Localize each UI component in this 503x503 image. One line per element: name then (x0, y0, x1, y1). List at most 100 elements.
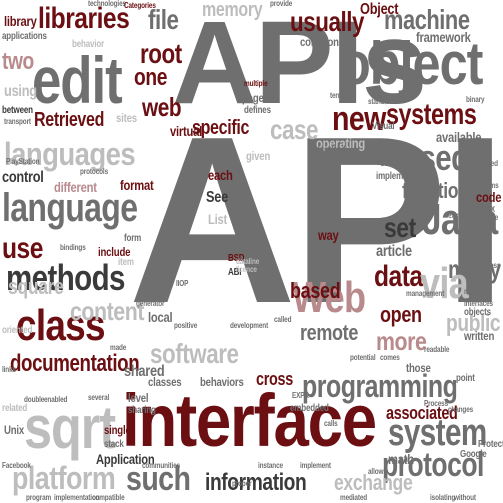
word-generator: generator (136, 299, 165, 308)
word-licence: licence (236, 265, 257, 274)
word-defines: defines (244, 105, 271, 116)
word-message: message (232, 247, 259, 256)
word-list: List (208, 211, 228, 227)
word-terms: terms (330, 91, 347, 100)
word-usually: usually (290, 6, 365, 37)
word-allows: allows (368, 467, 387, 476)
word-two: two (2, 48, 34, 75)
word-without: without (454, 493, 476, 502)
word-defined: defined (476, 159, 498, 168)
word-stack: stack (104, 439, 124, 450)
word-case: case (270, 114, 319, 145)
word-comes: comes (380, 353, 400, 362)
word-language: language (2, 186, 138, 230)
word-via: via (420, 259, 469, 308)
word-various: various (406, 207, 428, 216)
word-object-small: Object (360, 1, 399, 18)
word-interface: interface (122, 379, 377, 462)
word-apis: APIs (172, 0, 427, 129)
word-behavior: behavior (72, 39, 105, 50)
word-standard: standard (368, 97, 395, 106)
word-simple: Simple (478, 213, 499, 222)
word-bsd: BSD (228, 253, 245, 264)
word-changes: changes (448, 405, 474, 414)
word-protected: Protected (478, 439, 503, 450)
word-isolating: isolating (430, 493, 456, 502)
word-exchange: exchange (334, 470, 413, 495)
word-facebook: Facebook (2, 461, 31, 470)
word-pages: pages (242, 91, 269, 105)
word-libraries: libraries (38, 2, 130, 35)
word-article: article (376, 243, 412, 260)
word-system: system (388, 412, 487, 454)
word-format: format (120, 177, 154, 193)
word-instance: instance (258, 461, 283, 470)
word-object: object (340, 30, 483, 97)
word-file: file (148, 4, 179, 35)
word-public: public (446, 310, 501, 337)
word-single: single (104, 423, 131, 437)
word-sites: sites (116, 111, 137, 125)
word-abi: ABI (228, 267, 242, 278)
word-interfaces: interfaces (464, 299, 493, 308)
word-compatible: compatible (92, 493, 125, 502)
word-memory: memory (202, 0, 263, 21)
word-library: library (4, 13, 37, 29)
word-programs: programs (470, 181, 499, 190)
word-sharing: sharing (128, 405, 156, 416)
word-model: model (464, 287, 483, 296)
word-expr: EXPR (292, 391, 309, 400)
word-include: include (98, 245, 131, 259)
word-process: Process (424, 399, 449, 408)
word-given: given (246, 149, 271, 163)
word-used: used (402, 137, 469, 178)
word-readable: readable (424, 345, 450, 354)
word-level: level (128, 391, 149, 405)
word-made: made (110, 343, 127, 352)
word-iiop: IIOP (176, 279, 189, 288)
word-cross: cross (256, 369, 293, 389)
word-specific: specific (192, 117, 250, 139)
word-using: using (4, 83, 37, 100)
word-api: API (128, 88, 503, 353)
word-multiple: multiple (244, 79, 268, 88)
word-dataline: dataline (236, 257, 260, 266)
word-see: See (206, 189, 229, 206)
word-program: program (26, 493, 52, 502)
word-point: point (456, 373, 475, 384)
word-software: software (150, 338, 239, 369)
word-use: use (2, 232, 43, 265)
word-both: both (380, 146, 417, 171)
word-playstation: PlayStation (6, 157, 40, 166)
word-provide: provide (270, 0, 293, 8)
word-unix: Unix (4, 423, 25, 437)
word-technologies: technologies (88, 0, 126, 8)
word-class: class (16, 301, 106, 350)
word-behaviors: behaviors (200, 375, 244, 389)
word-objects: objects (464, 307, 491, 318)
word-bindings: bindings (60, 243, 86, 252)
word-set: set (384, 212, 416, 243)
word-embedded: embedded (290, 403, 329, 414)
word-oriented: oriented (2, 325, 33, 336)
word-one: one (134, 64, 167, 91)
word-framework: framework (416, 29, 471, 45)
word-common: common (300, 35, 339, 49)
word-root: root (140, 38, 182, 69)
word-categories: Categories (124, 1, 156, 10)
word-related: related (2, 403, 28, 414)
word-positive: positive (174, 321, 198, 330)
word-data: data (374, 260, 423, 293)
word-math: math (388, 451, 414, 467)
word-protocol: protocol (382, 446, 484, 484)
word-more: more (376, 326, 427, 356)
word-edit: edit (32, 43, 123, 117)
word-general: general (232, 239, 254, 248)
word-web: web (142, 92, 182, 122)
word-application: Application (96, 451, 155, 467)
word-shared: shared (124, 363, 165, 380)
word-programming: programming (302, 368, 458, 404)
word-each: each (208, 167, 233, 183)
word-open: open (380, 302, 422, 327)
word-information: information (205, 469, 307, 496)
